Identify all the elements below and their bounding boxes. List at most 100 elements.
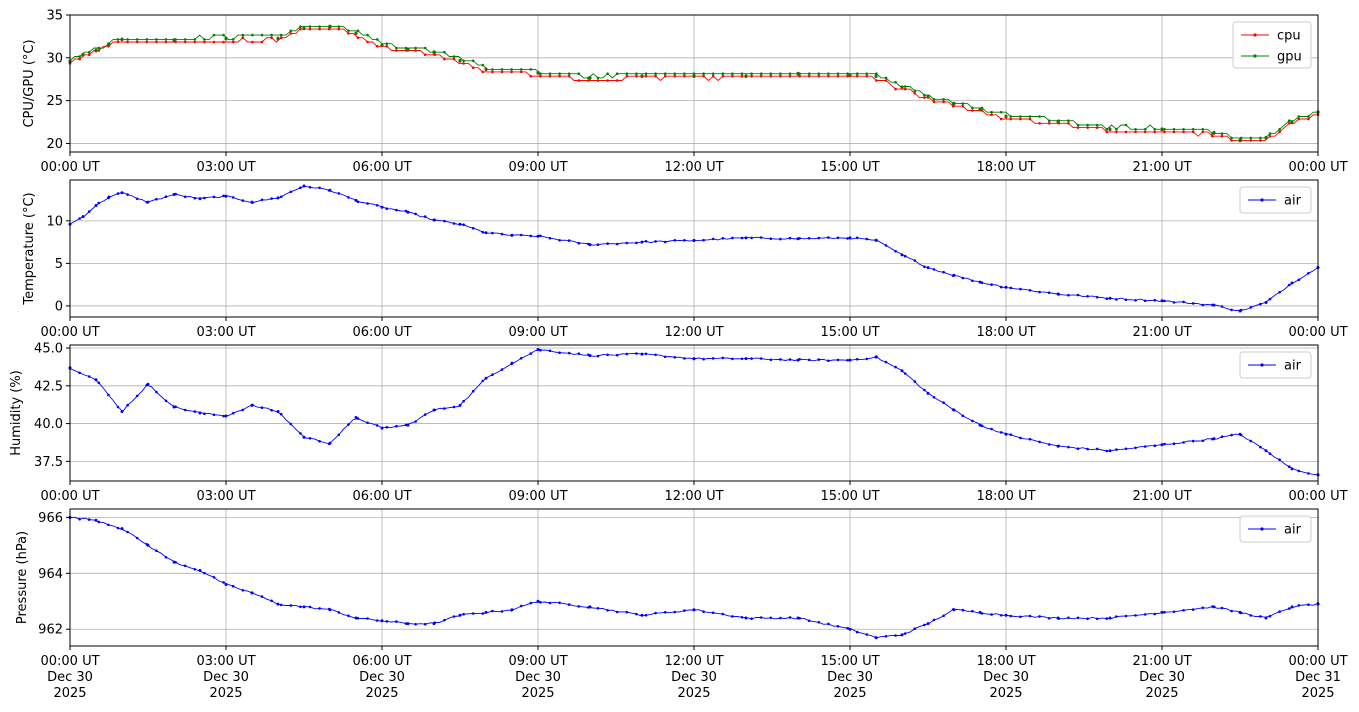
key-point [1238, 309, 1242, 313]
data-point [193, 410, 197, 413]
data-point [999, 285, 1003, 289]
data-point [567, 603, 571, 606]
data-point [731, 236, 734, 240]
data-point [423, 413, 427, 416]
data-point [1268, 134, 1272, 138]
data-point [78, 57, 81, 61]
data-point [366, 202, 369, 205]
data-point [1191, 128, 1195, 131]
data-point [1076, 123, 1080, 127]
key-point [1264, 301, 1268, 304]
key-point [978, 423, 982, 427]
data-point [1297, 469, 1301, 473]
key-point [744, 236, 748, 240]
data-point [481, 230, 485, 234]
key-point [1160, 299, 1164, 303]
data-point [1297, 115, 1301, 118]
data-point [836, 74, 840, 78]
key-point [926, 94, 930, 98]
data-point [471, 59, 475, 63]
data-point [1259, 136, 1262, 140]
data-point [1182, 441, 1185, 444]
y-axis-label: CPU/GPU (°C) [22, 39, 37, 127]
key-point [1264, 135, 1268, 139]
data-point [1134, 130, 1137, 134]
data-point [836, 236, 840, 240]
x-tick-label: 03:00 UT [196, 160, 255, 175]
data-point [932, 268, 936, 271]
key-point [874, 636, 878, 640]
data-point [212, 33, 216, 37]
data-point [241, 36, 245, 39]
data-point [126, 530, 129, 534]
key-point [796, 237, 800, 241]
key-point [874, 238, 878, 242]
data-point [827, 236, 830, 239]
data-point [1220, 305, 1224, 308]
data-point [1249, 306, 1253, 309]
data-point [1028, 115, 1032, 118]
data-point [567, 74, 571, 78]
data-point [769, 237, 773, 240]
data-point [97, 381, 101, 385]
data-point [452, 57, 456, 61]
data-point [270, 197, 273, 200]
data-point [951, 104, 955, 108]
data-point [481, 63, 485, 67]
data-point [635, 612, 638, 616]
data-point [1211, 134, 1214, 138]
key-point [380, 205, 384, 209]
data-point [817, 358, 821, 361]
x-tick-label: 15:00 UT [820, 489, 879, 504]
data-point [913, 92, 917, 95]
data-point [1105, 297, 1109, 301]
data-point [663, 74, 667, 78]
data-point [1115, 298, 1118, 301]
key-point [1290, 467, 1294, 471]
data-point [894, 365, 897, 369]
data-point [1028, 289, 1032, 292]
data-point [750, 617, 753, 620]
data-point [116, 192, 120, 195]
x-tick-label: 00:00 UT [40, 160, 99, 175]
data-point [347, 423, 350, 426]
data-point [625, 352, 629, 356]
key-point [692, 357, 696, 361]
data-point [183, 195, 187, 199]
data-point [135, 40, 139, 44]
data-point [1268, 614, 1272, 618]
data-point [107, 393, 110, 397]
data-point [1172, 130, 1176, 134]
data-point [193, 40, 197, 44]
data-point [347, 32, 350, 35]
data-point [1067, 616, 1070, 620]
data-point [923, 388, 926, 392]
data-point [203, 196, 206, 200]
data-point [279, 33, 283, 37]
data-point [414, 622, 417, 626]
data-point [529, 352, 533, 355]
key-point [1238, 610, 1242, 614]
data-point [1124, 130, 1128, 134]
data-point [635, 241, 638, 245]
key-point [1004, 432, 1008, 436]
data-point [615, 242, 619, 246]
data-point [1134, 614, 1137, 617]
data-point [539, 234, 542, 238]
key-point [94, 518, 98, 522]
key-point [588, 76, 592, 79]
data-point [193, 38, 197, 41]
data-point [961, 608, 965, 612]
data-point [212, 40, 216, 44]
legend-label-air: air [1284, 523, 1302, 538]
key-point [1004, 613, 1008, 617]
data-point [1278, 130, 1281, 134]
data-point [1201, 303, 1205, 307]
data-point [1287, 119, 1291, 122]
data-point [1067, 119, 1070, 122]
key-point [172, 405, 176, 409]
data-point [395, 208, 398, 212]
data-point [491, 373, 494, 377]
data-point [471, 226, 475, 230]
data-point [462, 59, 465, 63]
